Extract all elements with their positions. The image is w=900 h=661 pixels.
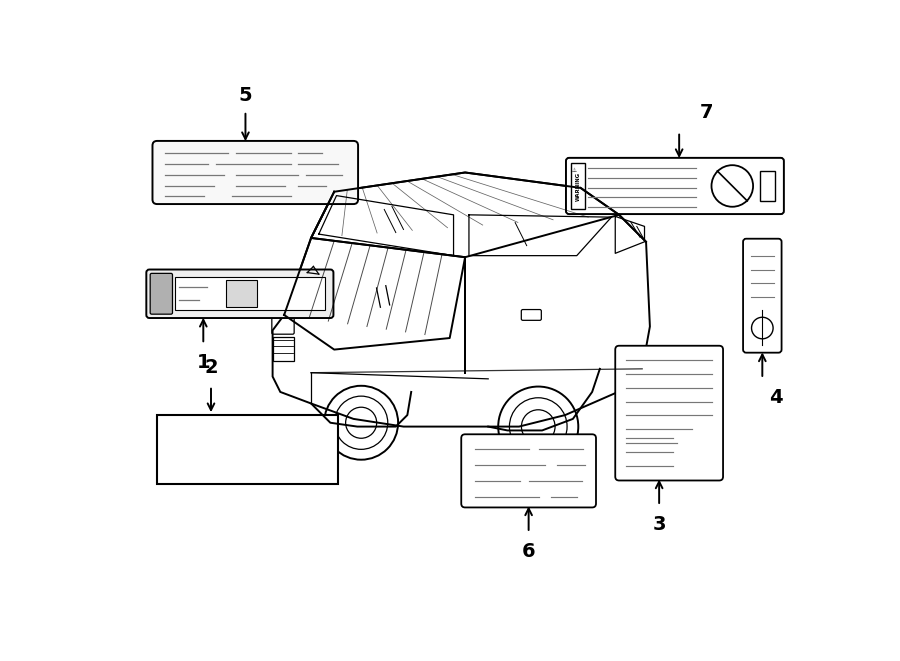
- Text: ⚠: ⚠: [572, 168, 577, 173]
- Text: 7: 7: [700, 103, 714, 122]
- FancyBboxPatch shape: [227, 280, 257, 307]
- FancyBboxPatch shape: [572, 163, 585, 209]
- FancyBboxPatch shape: [461, 434, 596, 508]
- Text: 6: 6: [522, 542, 536, 561]
- Text: WARNING: WARNING: [576, 171, 580, 200]
- Text: 3: 3: [652, 515, 666, 534]
- FancyBboxPatch shape: [566, 158, 784, 214]
- FancyBboxPatch shape: [152, 141, 358, 204]
- FancyBboxPatch shape: [150, 274, 173, 314]
- Text: 1: 1: [196, 354, 210, 372]
- FancyBboxPatch shape: [158, 415, 338, 485]
- FancyBboxPatch shape: [760, 171, 776, 201]
- FancyBboxPatch shape: [616, 346, 723, 481]
- Text: 4: 4: [770, 388, 783, 407]
- FancyBboxPatch shape: [743, 239, 781, 353]
- Text: 5: 5: [238, 86, 252, 104]
- Text: 2: 2: [204, 358, 218, 377]
- FancyBboxPatch shape: [175, 277, 325, 310]
- FancyBboxPatch shape: [147, 270, 333, 318]
